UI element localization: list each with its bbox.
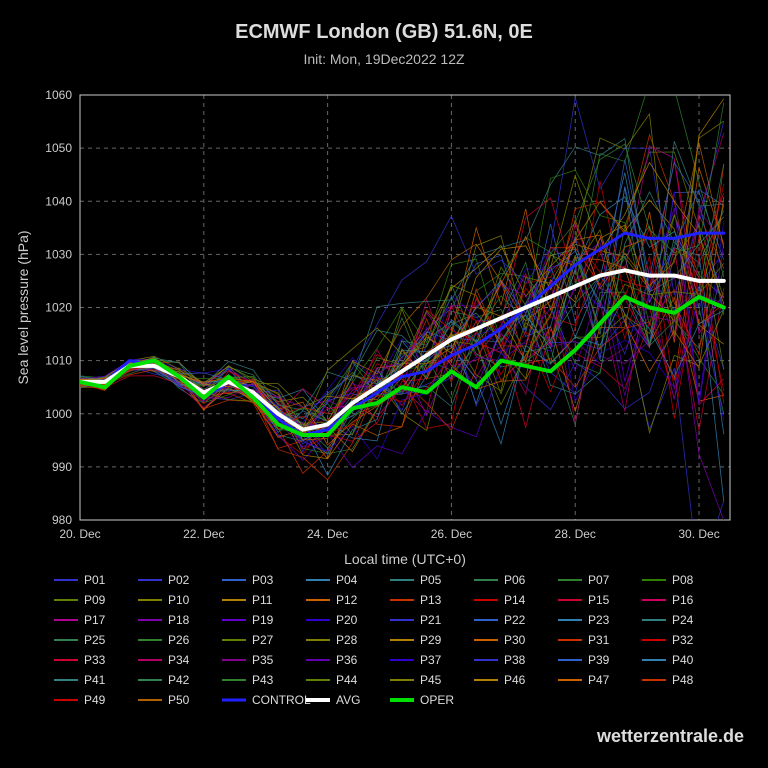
legend-label: P09 — [84, 593, 106, 607]
legend-label: P30 — [504, 633, 526, 647]
legend-label: P21 — [420, 613, 442, 627]
legend-label: P31 — [588, 633, 610, 647]
legend-label: P06 — [504, 573, 526, 587]
legend-label: P12 — [336, 593, 358, 607]
legend-label: OPER — [420, 693, 454, 707]
x-tick-label: 28. Dec — [555, 527, 596, 541]
legend-label: P03 — [252, 573, 274, 587]
y-tick-label: 1020 — [45, 301, 72, 315]
x-tick-label: 30. Dec — [678, 527, 719, 541]
legend-label: P17 — [84, 613, 106, 627]
legend-label: P20 — [336, 613, 358, 627]
legend-label: P02 — [168, 573, 190, 587]
y-tick-label: 1040 — [45, 194, 72, 208]
legend-label: P36 — [336, 653, 358, 667]
y-axis-label: Sea level pressure (hPa) — [15, 230, 31, 384]
legend-label: P44 — [336, 673, 358, 687]
legend-label: P37 — [420, 653, 442, 667]
legend-label: P26 — [168, 633, 190, 647]
x-tick-label: 26. Dec — [431, 527, 472, 541]
x-axis-label: Local time (UTC+0) — [344, 551, 466, 567]
legend-label: P45 — [420, 673, 442, 687]
legend-label: P14 — [504, 593, 526, 607]
legend-label: P50 — [168, 693, 190, 707]
y-tick-label: 1050 — [45, 141, 72, 155]
legend-label: P07 — [588, 573, 610, 587]
legend-label: P04 — [336, 573, 358, 587]
x-tick-label: 22. Dec — [183, 527, 224, 541]
y-tick-label: 990 — [52, 460, 72, 474]
legend-label: P11 — [252, 593, 273, 607]
legend-label: P43 — [252, 673, 274, 687]
legend-label: P24 — [672, 613, 694, 627]
x-tick-label: 20. Dec — [59, 527, 100, 541]
chart-subtitle: Init: Mon, 19Dec2022 12Z — [303, 51, 465, 67]
legend-label: P33 — [84, 653, 106, 667]
y-tick-label: 980 — [52, 513, 72, 527]
pressure-ensemble-chart: ECMWF London (GB) 51.6N, 0E Init: Mon, 19… — [0, 0, 768, 768]
x-tick-label: 24. Dec — [307, 527, 348, 541]
legend-label: P49 — [84, 693, 106, 707]
legend-label: P39 — [588, 653, 610, 667]
legend-label: P19 — [252, 613, 274, 627]
legend-label: P10 — [168, 593, 190, 607]
legend-label: P47 — [588, 673, 610, 687]
legend-label: P38 — [504, 653, 526, 667]
legend-label: P27 — [252, 633, 274, 647]
legend-label: P01 — [84, 573, 106, 587]
legend-label: P40 — [672, 653, 694, 667]
legend-label: P42 — [168, 673, 190, 687]
legend-label: AVG — [336, 693, 360, 707]
y-tick-label: 1060 — [45, 88, 72, 102]
legend-label: P48 — [672, 673, 694, 687]
legend-label: P22 — [504, 613, 526, 627]
y-tick-label: 1030 — [45, 247, 72, 261]
attribution-text: wetterzentrale.de — [596, 726, 744, 746]
legend-label: P35 — [252, 653, 274, 667]
legend-label: CONTROL — [252, 693, 311, 707]
legend-label: P05 — [420, 573, 442, 587]
y-tick-label: 1010 — [45, 354, 72, 368]
legend-label: P29 — [420, 633, 442, 647]
legend-label: P16 — [672, 593, 694, 607]
legend-label: P15 — [588, 593, 610, 607]
legend-label: P23 — [588, 613, 610, 627]
legend-label: P28 — [336, 633, 358, 647]
legend-label: P41 — [84, 673, 106, 687]
y-tick-label: 1000 — [45, 407, 72, 421]
legend-label: P34 — [168, 653, 190, 667]
legend-label: P46 — [504, 673, 526, 687]
legend-label: P32 — [672, 633, 694, 647]
legend-label: P25 — [84, 633, 106, 647]
legend-label: P13 — [420, 593, 442, 607]
chart-title: ECMWF London (GB) 51.6N, 0E — [235, 21, 533, 43]
legend-label: P08 — [672, 573, 694, 587]
legend-label: P18 — [168, 613, 190, 627]
